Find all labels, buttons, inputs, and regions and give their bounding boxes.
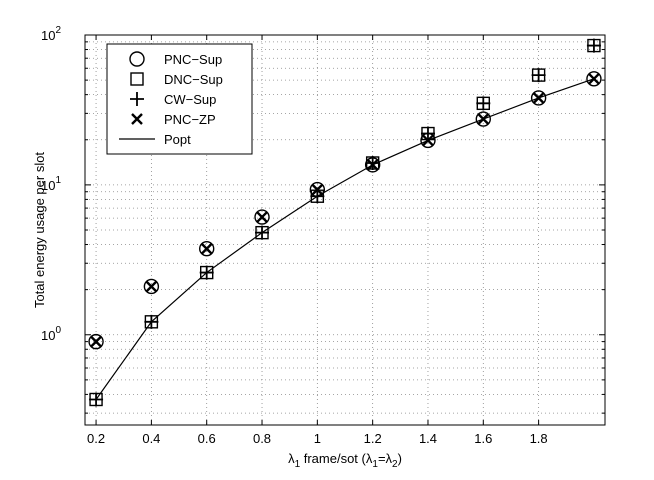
y-tick-base: 10 <box>41 28 55 43</box>
x-label-mid: frame/sot ( <box>300 451 366 466</box>
y-tick-base: 10 <box>41 178 55 193</box>
data-point-circle <box>475 111 491 127</box>
x-tick-label: 0.6 <box>198 431 216 446</box>
y-tick-exponent: 1 <box>55 175 61 186</box>
grid <box>85 35 605 425</box>
series-line <box>95 78 595 400</box>
data-point-circle <box>254 209 270 225</box>
legend-symbol-plus <box>130 92 144 106</box>
legend-label: PNC−Sup <box>164 52 222 67</box>
data-point-circle <box>199 241 215 257</box>
data-point-x <box>311 183 324 196</box>
data-point-plus <box>586 38 601 53</box>
y-tick-label: 100 <box>41 325 61 343</box>
x-label-lambda3: λ <box>386 451 393 466</box>
legend-label: CW−Sup <box>164 92 216 107</box>
x-tick-label: 1.4 <box>419 431 437 446</box>
x-label-sub1: 1 <box>295 459 301 470</box>
y-tick-base: 10 <box>41 328 55 343</box>
legend-label: Popt <box>164 132 191 147</box>
y-tick-exponent: 2 <box>55 25 61 36</box>
y-tick-label: 102 <box>41 25 61 43</box>
x-tick-label: 0.4 <box>142 431 160 446</box>
series-layer <box>88 38 602 407</box>
data-point-circle <box>88 333 104 350</box>
data-point-plus <box>531 68 546 83</box>
x-label-lambda: λ <box>288 451 295 466</box>
x-label-sub2: 1 <box>372 459 378 470</box>
x-tick-label: 1 <box>314 431 321 446</box>
legend-symbol-square <box>130 72 144 86</box>
x-tick-label: 0.2 <box>87 431 105 446</box>
x-label-sub3: 2 <box>392 459 398 470</box>
legend-label: DNC−Sup <box>164 72 223 87</box>
legend-symbol-circle <box>129 51 145 67</box>
popt-line <box>95 78 595 400</box>
x-axis-label: λ1 frame/sot (λ1=λ2) <box>288 451 402 470</box>
data-point-circle <box>143 278 160 295</box>
legend-symbol-x <box>131 113 143 125</box>
x-tick-label: 1.6 <box>474 431 492 446</box>
data-point-circle <box>530 90 547 106</box>
x-tick-label: 0.8 <box>253 431 271 446</box>
x-label-lambda2: λ <box>366 451 373 466</box>
x-tick-label: 1.2 <box>364 431 382 446</box>
data-point-x <box>145 280 158 293</box>
data-point-plus <box>420 126 435 141</box>
data-point-plus <box>476 96 491 111</box>
legend: PNC−Sup DNC−Sup CW−Sup PNC−ZP Popt <box>106 43 253 155</box>
data-point-x <box>256 211 268 223</box>
legend-label: PNC−ZP <box>164 112 216 127</box>
data-point-x <box>90 335 102 348</box>
y-tick-exponent: 0 <box>55 325 61 336</box>
y-tick-label: 101 <box>41 175 61 193</box>
data-point-x <box>200 242 213 255</box>
x-label-close: ) <box>398 451 402 466</box>
data-point-circle <box>586 71 602 87</box>
x-tick-label: 1.8 <box>530 431 548 446</box>
x-label-eq: = <box>378 451 386 466</box>
y-axis-label: Total energy usage per slot <box>32 152 47 308</box>
